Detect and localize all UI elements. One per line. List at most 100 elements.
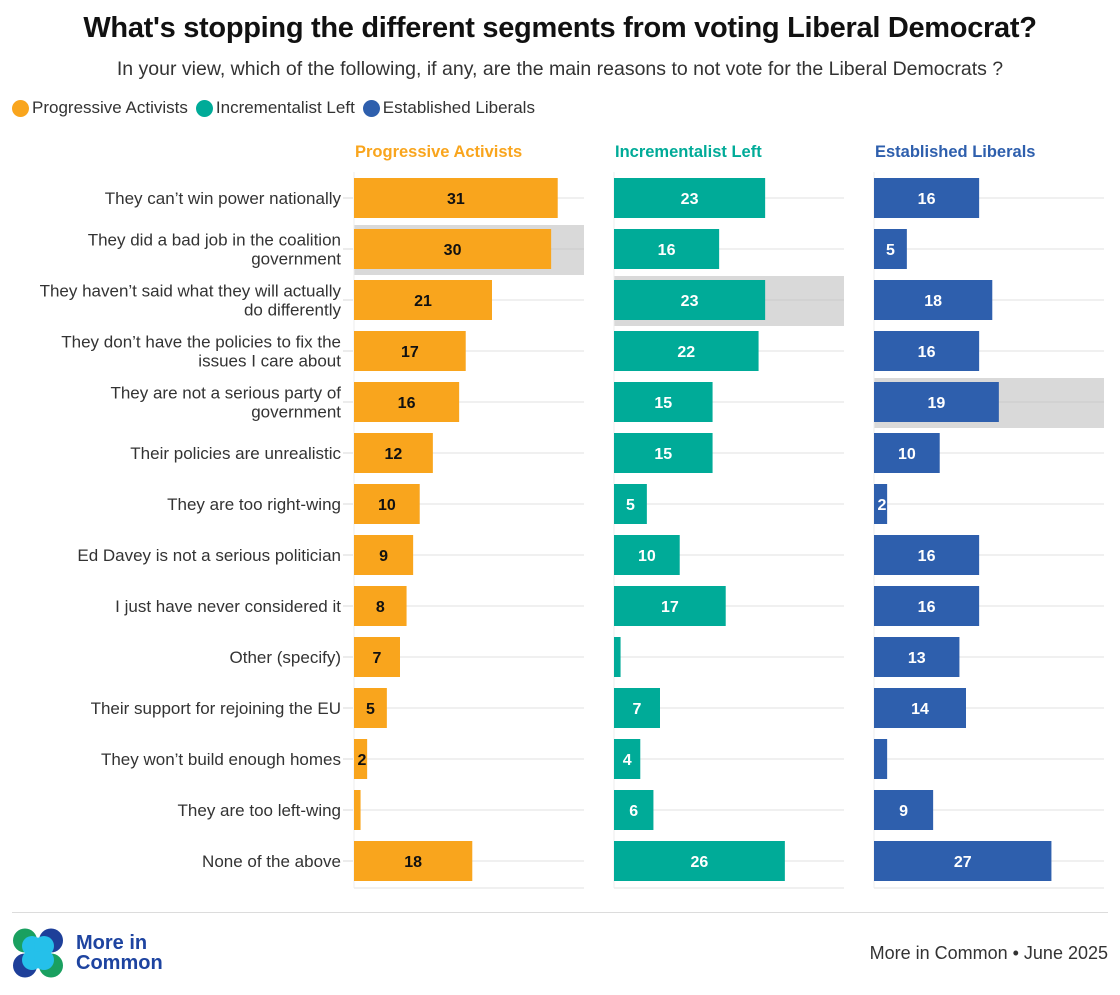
bar bbox=[354, 688, 387, 728]
data-label: 19 bbox=[928, 395, 946, 412]
series-header: Established Liberals bbox=[875, 143, 1035, 161]
data-label: 16 bbox=[918, 599, 936, 616]
chart-title: What's stopping the different segments f… bbox=[83, 12, 1037, 44]
bar bbox=[354, 433, 433, 473]
data-label: 23 bbox=[681, 191, 699, 208]
bar bbox=[874, 229, 907, 269]
category-label-line: do differently bbox=[244, 301, 342, 320]
category-label: They are not a serious party of governmen… bbox=[110, 384, 341, 422]
data-label: 31 bbox=[447, 191, 465, 208]
data-label: 22 bbox=[677, 344, 695, 361]
data-label: 4 bbox=[623, 752, 632, 769]
category-label-line: Ed Davey is not a serious politician bbox=[77, 546, 341, 565]
legend-item-incrementalist-left: Incrementalist Left bbox=[195, 98, 355, 118]
category-label-line: They don’t have the policies to fix the bbox=[61, 333, 341, 352]
bar bbox=[614, 586, 726, 626]
bar bbox=[874, 688, 966, 728]
data-label: 13 bbox=[908, 650, 926, 667]
data-label: 5 bbox=[626, 497, 635, 514]
bar bbox=[354, 790, 361, 830]
circle-icon bbox=[195, 99, 213, 117]
bar bbox=[874, 535, 980, 575]
logo-text: More in Common bbox=[76, 933, 163, 973]
data-label: 5 bbox=[886, 242, 895, 259]
bar bbox=[354, 178, 558, 218]
category-label: Other (specify) bbox=[230, 648, 341, 667]
bar bbox=[614, 484, 647, 524]
bar bbox=[354, 280, 492, 320]
legend-item-established-liberals: Established Liberals bbox=[362, 98, 535, 118]
chart-svg: They can’t win power nationally They did … bbox=[40, 143, 1104, 889]
bar bbox=[874, 433, 940, 473]
category-label: Their support for rejoining the EU bbox=[91, 699, 341, 718]
bar bbox=[354, 484, 420, 524]
legend-label: Progressive Activists bbox=[32, 98, 188, 117]
data-label: 9 bbox=[899, 803, 908, 820]
data-label: 5 bbox=[366, 701, 375, 718]
bar bbox=[614, 688, 660, 728]
data-label: 7 bbox=[373, 650, 382, 667]
data-label: 15 bbox=[654, 446, 672, 463]
bar bbox=[874, 841, 1052, 881]
category-label-line: They can’t win power nationally bbox=[105, 189, 342, 208]
bar bbox=[874, 484, 888, 524]
series-header: Incrementalist Left bbox=[615, 143, 762, 161]
logo-mark-icon bbox=[13, 928, 63, 978]
chart-subtitle: In your view, which of the following, if… bbox=[116, 58, 1004, 80]
data-label: 12 bbox=[385, 446, 403, 463]
bar bbox=[614, 739, 641, 779]
data-label: 9 bbox=[379, 548, 388, 565]
data-label: 16 bbox=[658, 242, 676, 259]
data-label: 14 bbox=[911, 701, 929, 718]
category-label-line: Other (specify) bbox=[230, 648, 341, 667]
category-label: Their policies are unrealistic bbox=[130, 444, 341, 463]
data-label: 15 bbox=[654, 395, 672, 412]
bar bbox=[354, 382, 460, 422]
category-label-line: They are too left-wing bbox=[178, 801, 341, 820]
source-credit: More in Common • June 2025 bbox=[869, 943, 1108, 963]
category-label: They are too left-wing bbox=[178, 801, 341, 820]
bar bbox=[354, 739, 368, 779]
category-label-line: None of the above bbox=[202, 852, 341, 871]
circle-icon bbox=[12, 99, 29, 117]
legend-label: Established Liberals bbox=[382, 98, 535, 117]
category-label: They did a bad job in the coalition gover… bbox=[88, 231, 342, 269]
data-label: 27 bbox=[954, 854, 972, 871]
legend-item-progressive-activists: Progressive Activists bbox=[12, 98, 188, 118]
category-label-line: I just have never considered it bbox=[115, 597, 341, 616]
bar bbox=[614, 229, 720, 269]
category-label-line: They did a bad job in the coalition bbox=[88, 231, 341, 250]
data-label: 7 bbox=[633, 701, 642, 718]
category-label: They haven’t said what they will actuall… bbox=[40, 282, 342, 320]
category-label-line: Their policies are unrealistic bbox=[130, 444, 341, 463]
bar bbox=[354, 586, 407, 626]
category-label-line: Their support for rejoining the EU bbox=[91, 699, 341, 718]
circle-icon bbox=[362, 99, 380, 117]
data-label: 2 bbox=[358, 752, 367, 769]
category-label-line: They are not a serious party of bbox=[110, 384, 341, 403]
data-label: 10 bbox=[898, 446, 916, 463]
category-label: They can’t win power nationally bbox=[105, 189, 342, 208]
category-label-line: government bbox=[251, 250, 341, 269]
bar bbox=[354, 535, 414, 575]
bar bbox=[874, 382, 999, 422]
data-label: 16 bbox=[918, 344, 936, 361]
bar bbox=[614, 280, 766, 320]
data-label: 16 bbox=[398, 395, 416, 412]
category-label: I just have never considered it bbox=[115, 597, 341, 616]
data-label: 18 bbox=[924, 293, 942, 310]
footer-divider bbox=[12, 912, 1108, 913]
data-label: 16 bbox=[918, 548, 936, 565]
bar bbox=[354, 841, 473, 881]
bar bbox=[614, 382, 713, 422]
bar bbox=[874, 586, 980, 626]
bar bbox=[874, 178, 980, 218]
category-label-line: They are too right-wing bbox=[167, 495, 341, 514]
data-label: 21 bbox=[414, 293, 432, 310]
bar bbox=[614, 331, 759, 371]
data-label: 16 bbox=[918, 191, 936, 208]
category-label-line: They won’t build enough homes bbox=[101, 750, 341, 769]
data-label: 8 bbox=[376, 599, 385, 616]
bar bbox=[614, 841, 785, 881]
data-label: 18 bbox=[404, 854, 422, 871]
